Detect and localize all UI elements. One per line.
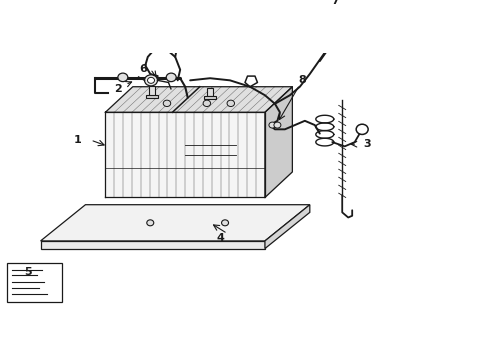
Circle shape [147, 77, 154, 83]
Circle shape [268, 122, 275, 128]
Circle shape [273, 122, 280, 128]
FancyBboxPatch shape [7, 264, 61, 302]
FancyBboxPatch shape [149, 86, 155, 96]
Circle shape [146, 220, 153, 226]
Polygon shape [264, 205, 309, 248]
Polygon shape [41, 241, 264, 248]
Polygon shape [41, 205, 309, 241]
Text: 6: 6 [139, 64, 146, 74]
Circle shape [221, 220, 228, 226]
Polygon shape [264, 87, 292, 198]
FancyBboxPatch shape [203, 96, 215, 99]
Text: 7: 7 [330, 0, 338, 6]
Text: 3: 3 [363, 139, 370, 149]
Circle shape [226, 100, 234, 107]
Polygon shape [105, 87, 292, 112]
Circle shape [166, 73, 176, 82]
Text: 2: 2 [114, 84, 122, 94]
FancyBboxPatch shape [146, 95, 158, 98]
Text: 1: 1 [74, 135, 81, 145]
Text: 8: 8 [298, 75, 305, 85]
Circle shape [118, 73, 127, 82]
Circle shape [163, 100, 170, 107]
Polygon shape [105, 112, 264, 198]
FancyBboxPatch shape [351, 4, 386, 25]
Text: 4: 4 [216, 233, 224, 243]
Circle shape [203, 100, 210, 107]
FancyBboxPatch shape [206, 89, 212, 96]
Circle shape [355, 124, 367, 134]
FancyBboxPatch shape [386, 10, 391, 19]
Circle shape [144, 75, 157, 86]
Text: 5: 5 [24, 267, 32, 277]
